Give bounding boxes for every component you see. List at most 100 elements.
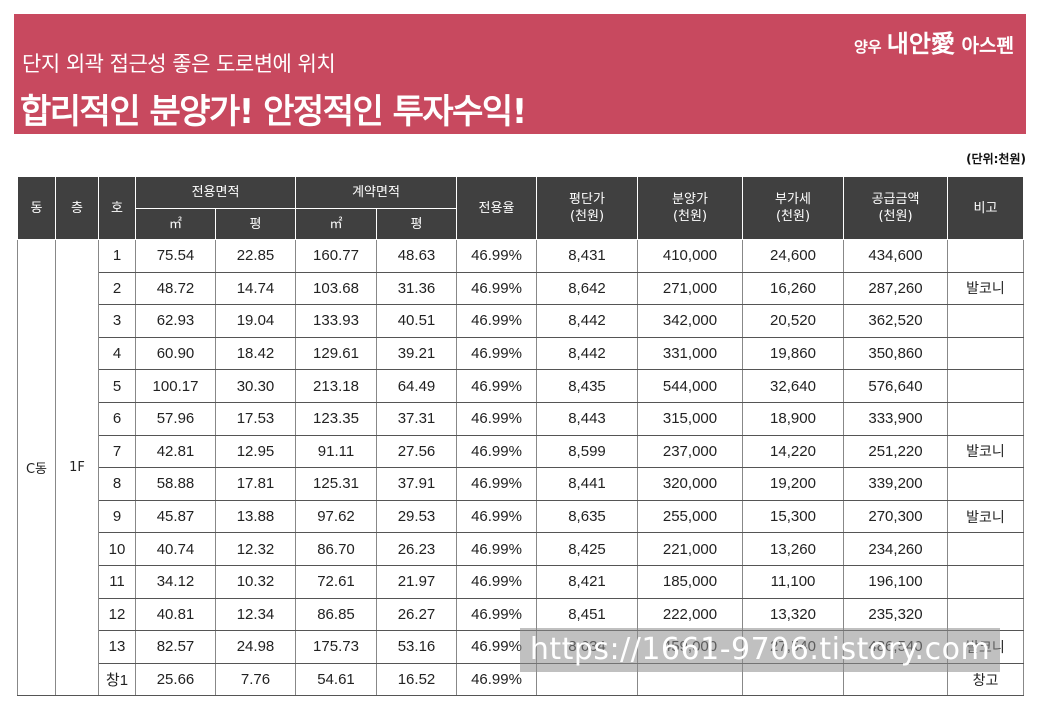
- ho-cell: 창1: [98, 662, 136, 697]
- header-price-per-pyeong: 평단가 (천원): [536, 176, 638, 240]
- table-row: 12 40.81 12.34 86.85 26.27 46.99% 8,451 222,000…: [18, 597, 1024, 632]
- price-cell: 255,000: [637, 499, 743, 534]
- note-cell: [947, 336, 1024, 371]
- ct-py-cell: 48.63: [376, 239, 457, 273]
- ex-py-cell: 19.04: [215, 304, 296, 338]
- header-vat: 부가세 (천원): [742, 176, 844, 240]
- table-row: 3 62.93 19.04 133.93 40.51 46.99% 8,442 342,000…: [18, 304, 1024, 338]
- note-cell: [947, 401, 1024, 436]
- ppp-cell: 8,642: [536, 271, 638, 306]
- vat-cell: 13,320: [742, 597, 844, 632]
- ex-py-cell: 12.34: [215, 597, 296, 632]
- table-row: C동 1F 1 75.54 22.85 160.77 48.63 46.99% 8,431 410…: [17, 238, 1024, 697]
- ex-m2-cell: 45.87: [135, 499, 216, 534]
- ratio-cell: 46.99%: [456, 401, 537, 436]
- ct-m2-cell: 123.35: [295, 401, 377, 436]
- url-watermark: https://1661-9706.tistory.com: [520, 628, 1000, 672]
- ho-cell: 12: [98, 597, 136, 632]
- brand-logo: 양우 내안愛 아스펜: [854, 24, 1014, 59]
- logo-part-2: 내안愛: [886, 30, 955, 58]
- price-cell: 315,000: [637, 401, 743, 436]
- table-row: 4 60.90 18.42 129.61 39.21 46.99% 8,442 331,000…: [18, 336, 1024, 371]
- total-cell: 362,520: [843, 304, 948, 338]
- ho-cell: 1: [98, 239, 136, 273]
- ex-py-cell: 17.81: [215, 467, 296, 501]
- ct-py-cell: 64.49: [376, 369, 457, 403]
- total-cell: 350,860: [843, 336, 948, 371]
- ratio-cell: 46.99%: [456, 369, 537, 403]
- total-cell: 196,100: [843, 564, 948, 599]
- ho-cell: 3: [98, 304, 136, 338]
- total-cell: 234,260: [843, 532, 948, 566]
- ppp-cell: 8,443: [536, 401, 638, 436]
- ct-py-cell: 37.91: [376, 467, 457, 501]
- table-row: 2 48.72 14.74 103.68 31.36 46.99% 8,642 271,000…: [18, 271, 1024, 306]
- price-cell: 271,000: [637, 271, 743, 306]
- header-ratio: 전용율: [456, 176, 537, 240]
- ct-m2-cell: 86.85: [295, 597, 377, 632]
- ex-m2-cell: 57.96: [135, 401, 216, 436]
- ex-m2-cell: 40.74: [135, 532, 216, 566]
- header-exclusive-sqm: ㎡: [135, 208, 216, 240]
- ct-py-cell: 31.36: [376, 271, 457, 306]
- header-exclusive-area: 전용면적: [135, 176, 296, 209]
- ct-py-cell: 53.16: [376, 630, 457, 664]
- note-cell: [947, 467, 1024, 501]
- ct-m2-cell: 72.61: [295, 564, 377, 599]
- ct-py-cell: 26.23: [376, 532, 457, 566]
- total-cell: 235,320: [843, 597, 948, 632]
- ex-m2-cell: 42.81: [135, 434, 216, 469]
- ppp-cell: 8,442: [536, 304, 638, 338]
- header-contract-area: 계약면적: [295, 176, 457, 209]
- header-supply-amount: 공급금액 (천원): [843, 176, 948, 240]
- ct-py-cell: 16.52: [376, 662, 457, 697]
- note-cell: [947, 597, 1024, 632]
- ct-m2-cell: 129.61: [295, 336, 377, 371]
- note-cell: [947, 369, 1024, 403]
- total-cell: 339,200: [843, 467, 948, 501]
- ct-m2-cell: 160.77: [295, 239, 377, 273]
- ex-py-cell: 13.88: [215, 499, 296, 534]
- price-table: 동 층 호 전용면적 계약면적 전용율 평단가 (천원) 분양가 (천원) 부가…: [17, 176, 1024, 697]
- dong-cell: C동: [17, 238, 56, 697]
- ct-py-cell: 27.56: [376, 434, 457, 469]
- ex-m2-cell: 48.72: [135, 271, 216, 306]
- header-floor: 층: [55, 176, 99, 240]
- price-cell: 221,000: [637, 532, 743, 566]
- total-cell: 251,220: [843, 434, 948, 469]
- ratio-cell: 46.99%: [456, 271, 537, 306]
- ct-py-cell: 39.21: [376, 336, 457, 371]
- header-sale-price: 분양가 (천원): [637, 176, 743, 240]
- price-cell: 237,000: [637, 434, 743, 469]
- ho-cell: 8: [98, 467, 136, 501]
- ct-py-cell: 26.27: [376, 597, 457, 632]
- ex-m2-cell: 34.12: [135, 564, 216, 599]
- header-ho: 호: [98, 176, 136, 240]
- total-cell: 287,260: [843, 271, 948, 306]
- header-exclusive-pyeong: 평: [215, 208, 296, 240]
- ex-py-cell: 30.30: [215, 369, 296, 403]
- table-row: 7 42.81 12.95 91.11 27.56 46.99% 8,599 237,000 1…: [18, 434, 1024, 469]
- floor-cell: 1F: [55, 238, 99, 697]
- ex-m2-cell: 62.93: [135, 304, 216, 338]
- price-cell: 222,000: [637, 597, 743, 632]
- ppp-cell: 8,435: [536, 369, 638, 403]
- ratio-cell: 46.99%: [456, 304, 537, 338]
- ct-m2-cell: 175.73: [295, 630, 377, 664]
- price-cell: 410,000: [637, 239, 743, 273]
- ratio-cell: 46.99%: [456, 532, 537, 566]
- ct-m2-cell: 54.61: [295, 662, 377, 697]
- ct-m2-cell: 133.93: [295, 304, 377, 338]
- total-cell: 333,900: [843, 401, 948, 436]
- note-cell: [947, 532, 1024, 566]
- price-cell: 185,000: [637, 564, 743, 599]
- header-remarks: 비고: [947, 176, 1024, 240]
- ho-cell: 5: [98, 369, 136, 403]
- note-cell: 발코니: [947, 271, 1024, 306]
- ho-cell: 4: [98, 336, 136, 371]
- vat-cell: 13,260: [742, 532, 844, 566]
- ct-py-cell: 40.51: [376, 304, 457, 338]
- banner-subtitle: 단지 외곽 접근성 좋은 도로변에 위치: [22, 52, 336, 76]
- vat-cell: 11,100: [742, 564, 844, 599]
- ct-m2-cell: 103.68: [295, 271, 377, 306]
